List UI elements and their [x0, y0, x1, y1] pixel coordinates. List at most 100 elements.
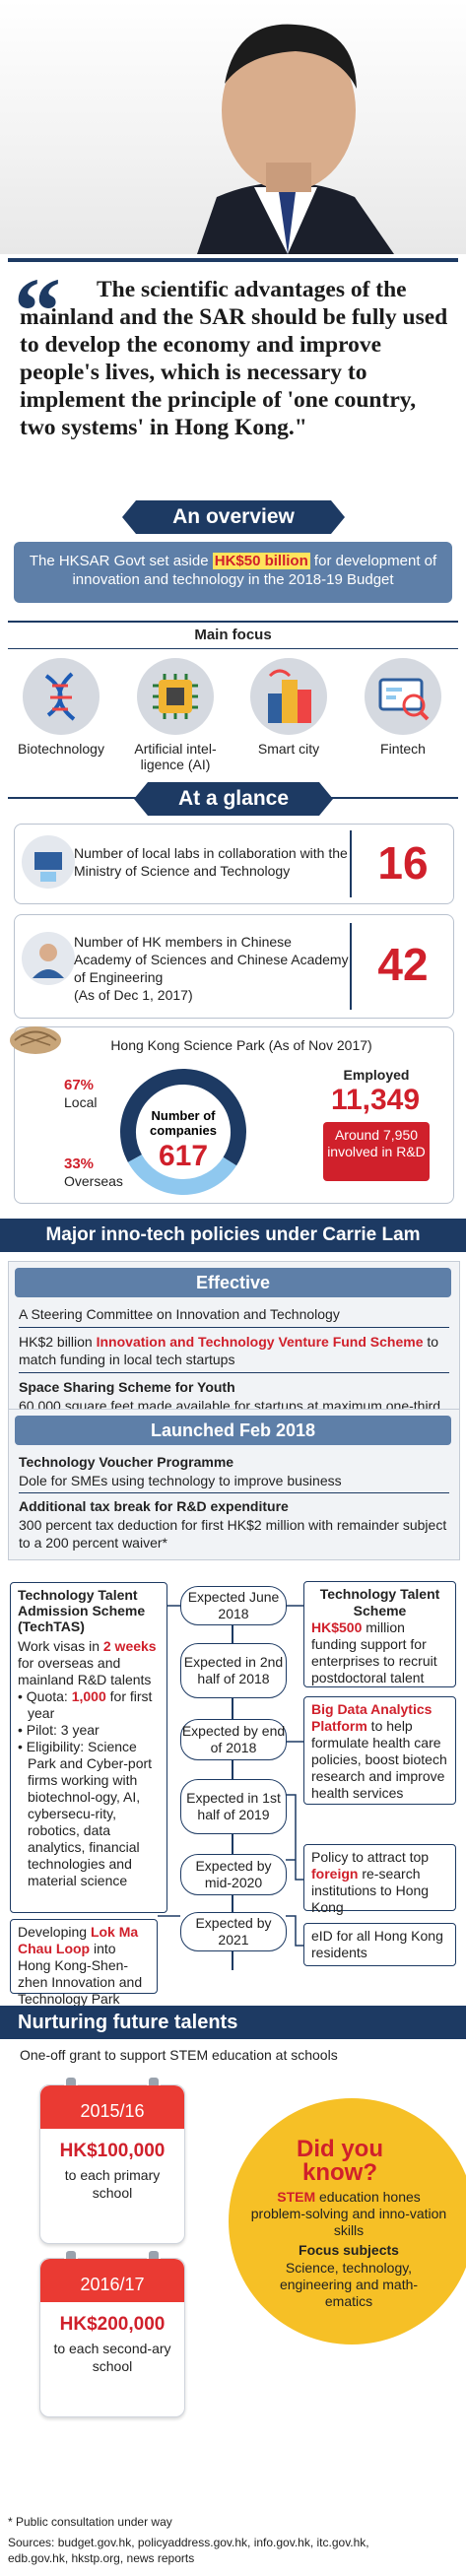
venture-fund-name: Innovation and Technology Venture Fund S… — [96, 1334, 424, 1350]
effective-item-2: HK$2 billion Innovation and Technology V… — [19, 1333, 452, 1368]
labs-value: 16 — [377, 837, 429, 889]
loop-post: into Hong Kong-Shen-zhen Innovation and … — [18, 1941, 143, 2007]
pilot-text: Pilot: 3 year — [26, 1722, 100, 1738]
members-card: Number of HK members in Chinese Academy … — [14, 914, 454, 1019]
talent-scheme-box: Technology Talent Scheme HK$500 million … — [303, 1581, 456, 1687]
foreign-post: re-search institutions to Hong Kong — [311, 1866, 430, 1915]
quote-text: The scientific advantages of the mainlan… — [20, 277, 448, 440]
grant-2015-year: 2015/16 — [40, 2085, 184, 2129]
quota-value: 1,000 — [71, 1688, 106, 1704]
park-title: Hong Kong Science Park (As of Nov 2017) — [110, 1037, 372, 1053]
city-icon — [250, 658, 327, 735]
talents-title: Nurturing future talents — [0, 2006, 466, 2039]
launched-divider — [19, 1492, 449, 1493]
eligibility-text: Eligibility: Science Park and Cyber-port… — [26, 1739, 153, 1888]
grant-2016-year: 2016/17 — [40, 2259, 184, 2302]
grant-2016-text: to each second-ary school — [53, 2341, 171, 2374]
venture-fund-desc: to match funding in local tech startups — [19, 1334, 439, 1367]
rd-box: Around 7,950 involved in R&D — [323, 1122, 430, 1181]
dyk-focus-text: Science, technology, engineering and mat… — [279, 2260, 419, 2309]
footnote: * Public consultation under way — [8, 2515, 172, 2529]
main-focus-title: Main focus — [194, 627, 272, 643]
donut-value: 617 — [159, 1140, 208, 1172]
overview-title: An overview — [122, 500, 345, 534]
effective-title: Effective — [15, 1268, 451, 1297]
talents-subtitle: One-off grant to support STEM education … — [20, 2047, 338, 2063]
grant-2015-amount: HK$100,000 — [59, 2141, 166, 2161]
bigdata-text: to help formulate health care policies, … — [311, 1718, 447, 1801]
grant-2016-amount: HK$200,000 — [59, 2314, 166, 2335]
local-label: Local — [64, 1094, 98, 1110]
bigdata-name: Big Data Analytics Platform — [311, 1701, 433, 1734]
loop-red: Lok Ma Chau Loop — [18, 1924, 139, 1956]
labs-text: Number of local labs in collaboration wi… — [74, 845, 348, 879]
glance-title: At a glance — [134, 782, 333, 816]
chip-icon — [137, 658, 214, 735]
loop-pre: Developing — [18, 1924, 91, 1940]
techtas-title: Technology Talent Admission Scheme (Tech… — [18, 1587, 146, 1634]
header-photo — [0, 0, 466, 254]
effective-item-1: A Steering Committee on Innovation and T… — [19, 1306, 340, 1322]
academic-icon — [22, 932, 75, 985]
eid-text: eID for all Hong Kong residents — [311, 1928, 443, 1960]
portrait-illustration — [197, 24, 394, 254]
quota-post: for first year — [28, 1688, 153, 1721]
effective-divider-1 — [19, 1327, 449, 1328]
overseas-label: Overseas — [64, 1173, 123, 1189]
members-value: 42 — [377, 939, 429, 990]
techtas-bullet-2: • Pilot: 3 year — [18, 1722, 100, 1738]
policies-title: Major inno-tech policies under Carrie La… — [0, 1219, 466, 1252]
members-text: Number of HK members in Chinese Academy … — [74, 934, 349, 1003]
dyk-focus-title: Focus subjects — [299, 2242, 399, 2258]
foreign-red: foreign — [311, 1866, 359, 1882]
overview-box: The HKSAR Govt set aside HK$50 billion f… — [14, 542, 452, 603]
bigdata-box: Big Data Analytics Platform to help form… — [303, 1696, 456, 1805]
dyk-title: Did you know? — [297, 2136, 383, 2186]
members-divider — [350, 923, 352, 1010]
labs-card: Number of local labs in collaboration wi… — [14, 824, 454, 904]
tax-text: 300 percent tax deduction for first HK$2… — [19, 1517, 447, 1551]
focus-label-biotech: Biotechnology — [18, 741, 104, 757]
techtas-bullet-3: • Eligibility: Science Park and Cyber-po… — [18, 1739, 153, 1888]
focus-label-smart-city: Smart city — [257, 741, 320, 757]
quote-block: “ The scientific advantages of the mainl… — [0, 258, 466, 493]
grant-2016-card: 2016/17 HK$200,000 to each second-ary sc… — [39, 2249, 185, 2417]
local-pct: 67% — [64, 1077, 95, 1093]
pill-end-2018: Expected by end of 2018 — [180, 1719, 287, 1760]
quota-label: Quota: — [26, 1688, 72, 1704]
pill-2nd-half-2018: Expected in 2nd half of 2018 — [180, 1643, 287, 1698]
fintech-icon — [365, 658, 441, 735]
overview-text-post: for development of innovation and techno… — [72, 553, 437, 588]
overview-text-pre: The HKSAR Govt set aside — [29, 553, 213, 569]
sources: Sources: budget.gov.hk, policyaddress.go… — [8, 2536, 369, 2565]
focus-label-ai: Artificial intel-ligence (AI) — [134, 741, 217, 772]
science-park-card: Hong Kong Science Park (As of Nov 2017) … — [10, 1026, 454, 1204]
foreign-pre: Policy to attract top — [311, 1849, 430, 1865]
science-park-icon — [10, 1026, 61, 1054]
dyk-text: STEM education hones problem-solving and… — [250, 2189, 447, 2239]
eid-box: eID for all Hong Kong residents — [303, 1923, 456, 1966]
main-focus-rule — [8, 621, 458, 623]
launched-panel: Launched Feb 2018 Technology Voucher Pro… — [8, 1409, 460, 1560]
effective-divider-2 — [19, 1372, 449, 1373]
donut-label: Number of companies — [150, 1108, 217, 1138]
quote-top-border — [8, 258, 458, 262]
quote-mark-icon: “ — [14, 258, 61, 363]
main-focus-rule-bottom — [8, 648, 458, 649]
employed-value: 11,349 — [330, 1084, 421, 1116]
talent-scheme-amount: HK$500 — [311, 1619, 363, 1635]
techtas-p1-pre: Work visas in — [18, 1638, 103, 1654]
pill-june-2018: Expected June 2018 — [180, 1586, 287, 1625]
techtas-p1-post: for overseas and mainland R&D talents — [18, 1655, 152, 1687]
overview-amount: HK$50 billion — [212, 553, 310, 569]
dyk-stem: STEM — [277, 2189, 316, 2205]
lab-icon — [22, 835, 75, 889]
talent-scheme-text: million funding support for enterprises … — [311, 1619, 437, 1685]
donut-slice-overseas — [127, 1154, 237, 1195]
grant-2015-card: 2015/16 HK$100,000 to each primary schoo… — [39, 2076, 185, 2244]
voucher-text: Dole for SMEs using technology to improv… — [19, 1473, 342, 1488]
employed-label: Employed — [343, 1067, 410, 1083]
launched-title: Launched Feb 2018 — [15, 1416, 451, 1445]
tax-title: Additional tax break for R&D expenditure — [19, 1498, 289, 1514]
